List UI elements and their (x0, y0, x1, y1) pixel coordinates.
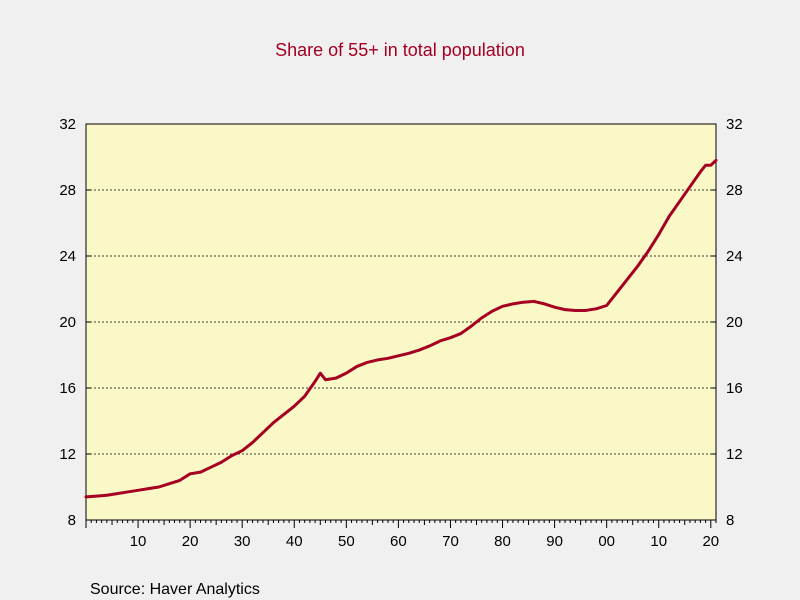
x-tick-label: 00 (598, 533, 615, 550)
x-tick-label: 80 (494, 533, 511, 550)
chart-title: Share of 55+ in total population (275, 40, 525, 60)
x-tick-label: 30 (234, 533, 251, 550)
y-tick-label-right: 8 (726, 512, 734, 529)
y-tick-label-left: 20 (59, 314, 76, 331)
x-tick-label: 50 (338, 533, 355, 550)
x-tick-label: 20 (702, 533, 719, 550)
y-tick-label-right: 20 (726, 314, 743, 331)
series-line-share-55-plus (84, 158, 718, 499)
y-tick-label-left: 16 (59, 380, 76, 397)
y-tick-label-left: 8 (68, 512, 76, 529)
y-tick-label-left: 32 (59, 116, 76, 133)
y-tick-label-right: 32 (726, 116, 743, 133)
x-tick-label: 90 (546, 533, 563, 550)
y-tick-label-left: 12 (59, 446, 76, 463)
gridlines (86, 189, 716, 455)
x-tick-label: 10 (130, 533, 147, 550)
x-tick-label: 10 (650, 533, 667, 550)
y-tick-label-right: 16 (726, 380, 743, 397)
y-tick-label-left: 24 (59, 248, 76, 265)
y-tick-label-right: 24 (726, 248, 743, 265)
y-tick-label-left: 28 (59, 182, 76, 199)
x-tick-label: 70 (442, 533, 459, 550)
y-tick-label-right: 28 (726, 182, 743, 199)
x-tick-label: 60 (390, 533, 407, 550)
plot-area (85, 123, 717, 521)
x-tick-label: 40 (286, 533, 303, 550)
y-tick-label-right: 12 (726, 446, 743, 463)
source-note: Source: Haver Analytics (90, 581, 260, 598)
x-tick-label: 20 (182, 533, 199, 550)
axes: 8 8 12 12 16 16 20 20 24 24 28 28 32 32 10 20 30 40 50 60 70… (59, 116, 742, 550)
